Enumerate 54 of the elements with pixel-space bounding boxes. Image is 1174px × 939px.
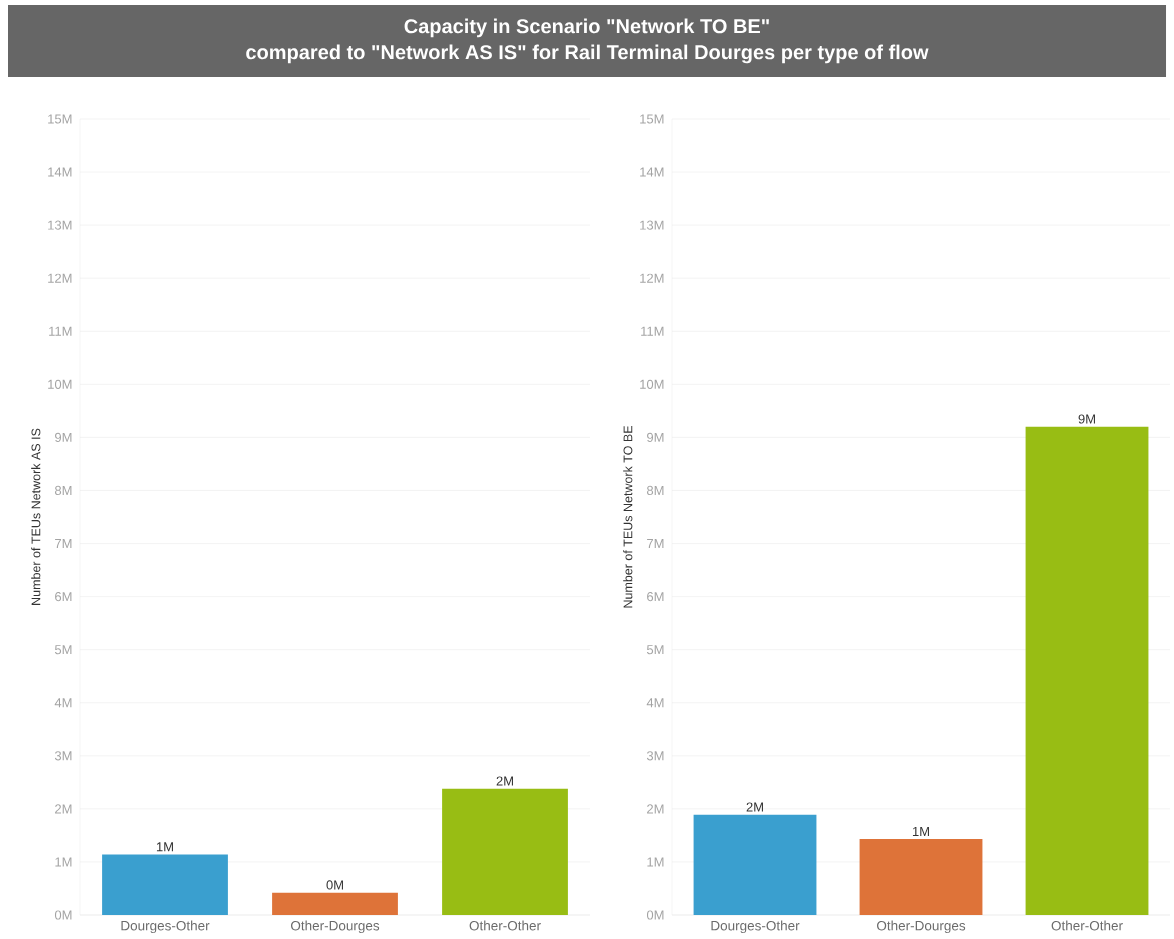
- bar: [442, 788, 568, 915]
- y-tick-label: 1M: [55, 857, 72, 867]
- x-tick-label: Other-Dourges: [291, 920, 380, 934]
- bar: [1025, 426, 1149, 915]
- y-tick-label: 0M: [646, 910, 664, 920]
- y-tick-label: 15M: [640, 114, 664, 124]
- data-label: 2M: [496, 776, 513, 786]
- bar: [693, 814, 817, 915]
- y-tick-label: 13M: [48, 220, 72, 230]
- x-tick-label: Other-Dourges: [877, 920, 966, 934]
- data-label: 1M: [912, 826, 929, 836]
- y-tick-label: 1M: [647, 857, 664, 867]
- x-tick-label: Dourges-Other: [121, 920, 210, 934]
- y-tick-label: 4M: [54, 698, 72, 708]
- y-tick-label: 11M: [49, 326, 72, 336]
- y-tick-label: 9M: [55, 432, 72, 442]
- bar: [859, 839, 983, 915]
- y-tick-label: 12M: [48, 273, 72, 283]
- y-tick-label: 9M: [647, 432, 664, 442]
- y-tick-label: 15M: [48, 114, 72, 124]
- y-tick-label: 5M: [646, 645, 664, 655]
- y-tick-label: 4M: [646, 698, 664, 708]
- chart-subtitle: compared to "Network AS IS" for Rail Terminal Dourges per type of flow: [246, 44, 929, 64]
- y-tick-label: 0M: [54, 910, 72, 920]
- y-tick-label: 5M: [54, 645, 72, 655]
- y-tick-label: 14M: [48, 167, 72, 177]
- y-tick-label: 2M: [55, 804, 72, 814]
- y-tick-label: 10M: [640, 379, 664, 389]
- y-tick-label: 7M: [55, 539, 72, 548]
- y-tick-label: 12M: [640, 273, 664, 283]
- y-tick-label: 3M: [646, 751, 664, 761]
- y-tick-label: 8M: [54, 485, 72, 496]
- data-label: 1M: [156, 842, 173, 852]
- y-tick-label: 11M: [641, 326, 664, 336]
- y-tick-label: 6M: [647, 591, 664, 602]
- y-tick-label: 6M: [55, 591, 72, 602]
- bar: [102, 854, 228, 915]
- data-label: 9M: [1078, 414, 1095, 424]
- y-tick-label: 7M: [647, 539, 664, 548]
- y-tick-label: 3M: [54, 751, 72, 761]
- y-tick-label: 2M: [647, 804, 664, 814]
- y-axis-title: Number of TEUs Network TO BE: [623, 425, 633, 608]
- bar: [272, 892, 398, 915]
- x-tick-label: Other-Other: [1051, 920, 1123, 931]
- y-axis-title: Number of TEUs Network AS IS: [31, 428, 41, 605]
- y-tick-label: 8M: [646, 485, 664, 496]
- y-tick-label: 10M: [48, 379, 72, 389]
- x-tick-label: Dourges-Other: [711, 920, 800, 934]
- data-label: 2M: [746, 802, 763, 812]
- data-label: 0M: [326, 880, 343, 890]
- y-tick-label: 13M: [640, 220, 664, 230]
- y-tick-label: 14M: [640, 167, 664, 177]
- x-tick-label: Other-Other: [469, 920, 541, 931]
- chart-title: Capacity in Scenario "Network TO BE": [404, 18, 769, 38]
